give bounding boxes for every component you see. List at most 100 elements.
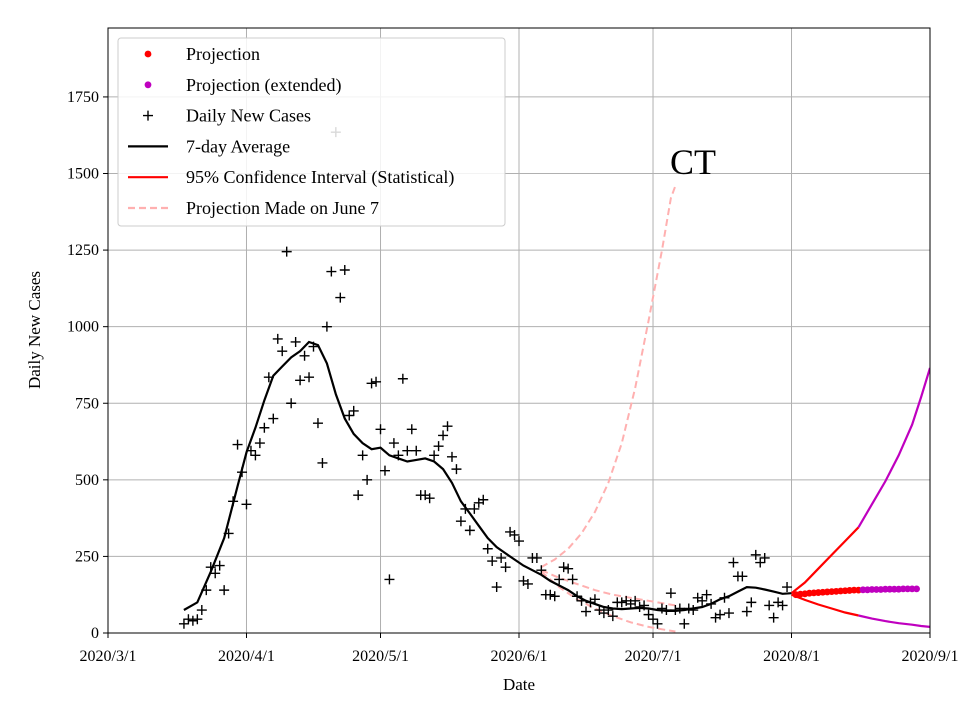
y-axis-label: Daily New Cases (25, 271, 44, 389)
seven-day-average-line (183, 340, 792, 612)
daily-cases-point (259, 422, 270, 433)
daily-cases-point (491, 582, 502, 593)
y-tick-label: 0 (91, 625, 99, 642)
x-axis-label: Date (503, 675, 535, 694)
daily-cases-point (268, 413, 279, 424)
y-tick-label: 1000 (67, 319, 99, 336)
legend-label: Projection Made on June 7 (186, 198, 379, 218)
daily-cases-point (326, 266, 337, 277)
daily-cases-point (665, 588, 676, 599)
daily-cases-point (715, 609, 726, 620)
daily-cases-point (335, 292, 346, 303)
daily-cases-point (500, 562, 511, 573)
daily-cases-point (536, 565, 547, 576)
daily-cases-point (375, 424, 386, 435)
annotation-ct: CT (670, 142, 716, 182)
daily-cases-point (478, 494, 489, 505)
daily-cases-point (531, 552, 542, 563)
daily-cases-point (764, 600, 775, 611)
ci-upper-extended-line (857, 367, 930, 528)
daily-cases-point (299, 350, 310, 361)
daily-cases-point (384, 574, 395, 585)
ci-upper-line (790, 526, 860, 595)
daily-cases-point (545, 589, 556, 600)
legend: Projection Projection (extended) Daily New… (117, 37, 506, 227)
daily-cases-point (679, 618, 690, 629)
daily-cases-point (442, 421, 453, 432)
daily-cases-point (187, 615, 198, 626)
ci-lower-line (791, 593, 859, 617)
daily-cases-point (549, 591, 560, 602)
daily-cases-point (344, 410, 355, 421)
daily-cases-point (750, 549, 761, 560)
daily-cases-point (304, 372, 315, 383)
daily-cases-point (433, 441, 444, 452)
daily-cases-point (219, 585, 230, 596)
daily-cases-point (455, 516, 466, 527)
daily-cases-point (554, 574, 565, 585)
daily-cases-point (192, 614, 203, 625)
daily-cases-point (648, 614, 659, 625)
daily-cases-point (496, 552, 507, 563)
legend-marker-plus (143, 110, 153, 121)
daily-cases-point (272, 333, 283, 344)
daily-cases-point (183, 614, 194, 625)
daily-cases-point (339, 265, 350, 275)
daily-cases-point (281, 246, 292, 257)
daily-cases-point (630, 595, 641, 606)
daily-cases-point (366, 378, 377, 389)
daily-cases-point (616, 597, 627, 608)
daily-cases-point (581, 606, 592, 617)
daily-cases-point (487, 556, 498, 567)
daily-cases-point (210, 568, 221, 579)
daily-cases-point (768, 612, 779, 623)
projection-extended-point (913, 585, 920, 593)
june7-projection-upper-line (540, 185, 677, 568)
daily-cases-point (509, 529, 520, 540)
daily-cases-point (482, 543, 493, 554)
axes: 2020/3/1 2020/4/1 2020/5/1 2020/6/1 2020/7/1… (67, 89, 958, 665)
daily-cases-point (567, 574, 578, 585)
x-tick-label: 2020/5/1 (352, 648, 409, 665)
daily-cases-point (746, 597, 757, 608)
daily-cases-point (723, 608, 734, 619)
daily-cases-point (674, 603, 685, 614)
daily-cases-point (250, 450, 261, 461)
x-tick-label: 2020/9/1 (902, 648, 959, 665)
daily-cases-point (589, 594, 600, 605)
daily-cases-point (348, 405, 359, 416)
daily-cases-point (254, 438, 265, 449)
daily-cases-point (656, 603, 667, 614)
legend-label: Projection (186, 44, 260, 64)
daily-cases-point (438, 430, 449, 441)
daily-cases-point (402, 445, 413, 456)
ci-lower-extended-line (858, 614, 930, 628)
daily-cases-point (214, 560, 225, 571)
plot-area (178, 127, 930, 633)
y-tick-label: 500 (75, 472, 99, 489)
daily-cases-point (755, 557, 766, 568)
daily-cases-point (469, 503, 480, 514)
daily-cases-point (701, 589, 712, 600)
legend-label: 7-day Average (186, 136, 290, 156)
daily-cases-point (782, 582, 793, 593)
daily-cases-point (312, 418, 323, 429)
y-tick-label: 1500 (67, 166, 99, 183)
daily-cases-point (286, 398, 297, 409)
daily-cases-point (607, 611, 618, 622)
daily-cases-point (353, 490, 364, 501)
x-tick-label: 2020/8/1 (763, 648, 820, 665)
x-tick-label: 2020/3/1 (80, 648, 137, 665)
daily-cases-point (379, 465, 390, 476)
daily-cases-point (388, 438, 399, 449)
y-tick-label: 1250 (67, 242, 99, 259)
daily-cases-point (290, 336, 301, 347)
daily-cases-point (464, 525, 475, 536)
daily-cases-point (522, 578, 533, 589)
daily-cases-point (737, 571, 748, 582)
y-tick-label: 250 (75, 548, 99, 565)
legend-label: Daily New Cases (186, 106, 311, 126)
x-tick-label: 2020/4/1 (218, 648, 275, 665)
daily-cases-point (643, 609, 654, 620)
daily-cases-point (424, 493, 435, 504)
